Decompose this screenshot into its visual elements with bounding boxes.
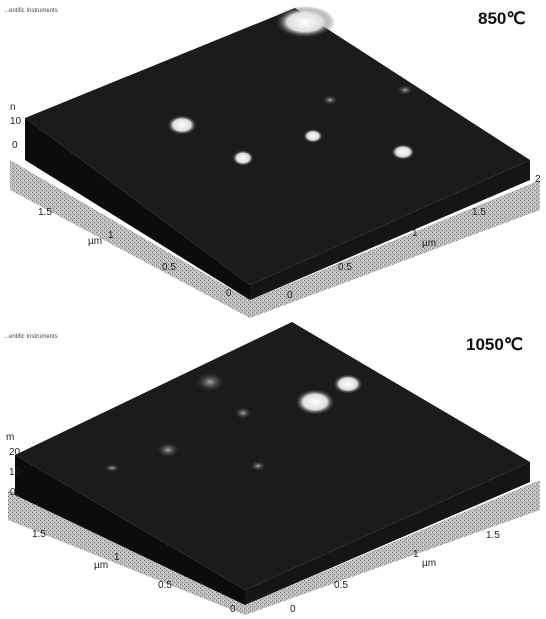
z-tick: 0	[10, 487, 16, 498]
grain	[234, 407, 252, 419]
left-tick: 1.5	[32, 529, 46, 540]
right-tick: 1	[413, 549, 419, 560]
left-unit: µm	[94, 560, 108, 571]
grain	[397, 85, 413, 95]
left-tick: 1	[114, 552, 120, 563]
right-tick: 2	[535, 174, 541, 185]
left-tick: 0.5	[162, 262, 176, 273]
grain	[275, 6, 335, 38]
grain	[303, 129, 323, 143]
afm-panel: ...entific Instruments 1050℃ m 20 10 0 1…	[4, 322, 540, 615]
instrument-label: ...entific Instruments	[4, 334, 58, 340]
z-unit: m	[6, 432, 14, 443]
left-tick: 0.5	[158, 580, 172, 591]
grain	[322, 95, 338, 105]
afm-panel: ...entific Instruments 850℃ n 10 0 1.5 µ…	[4, 6, 541, 318]
grain	[232, 150, 254, 166]
right-unit: µm	[422, 238, 436, 249]
right-tick: 0.5	[334, 580, 348, 591]
temperature: 850℃	[478, 9, 525, 28]
z-unit: n	[10, 102, 16, 113]
grain	[104, 464, 120, 472]
grain	[195, 372, 225, 392]
right-tick: 0.5	[338, 262, 352, 273]
grain	[250, 461, 266, 471]
left-tick: 1	[108, 230, 114, 241]
left-tick: 0	[226, 288, 232, 299]
left-unit: µm	[88, 236, 102, 247]
grain	[391, 144, 415, 160]
right-tick: 1.5	[472, 207, 486, 218]
z-tick: 10	[10, 116, 22, 127]
right-tick: 0	[290, 604, 296, 615]
grain	[167, 115, 197, 135]
z-tick: 0	[12, 140, 18, 151]
right-tick: 1	[412, 228, 418, 239]
right-tick: 1.5	[486, 530, 500, 541]
right-tick: 0	[287, 290, 293, 301]
grain	[295, 389, 335, 415]
z-tick: 10	[9, 467, 21, 478]
instrument-label: ...entific Instruments	[4, 8, 58, 14]
grain	[156, 442, 180, 458]
left-tick: 1.5	[38, 207, 52, 218]
afm-figure: ...entific Instruments 850℃ n 10 0 1.5 µ…	[0, 0, 546, 619]
grain	[333, 374, 363, 394]
right-unit: µm	[422, 558, 436, 569]
z-tick: 20	[9, 447, 21, 458]
temperature: 1050℃	[466, 335, 523, 354]
left-tick: 0	[230, 604, 236, 615]
